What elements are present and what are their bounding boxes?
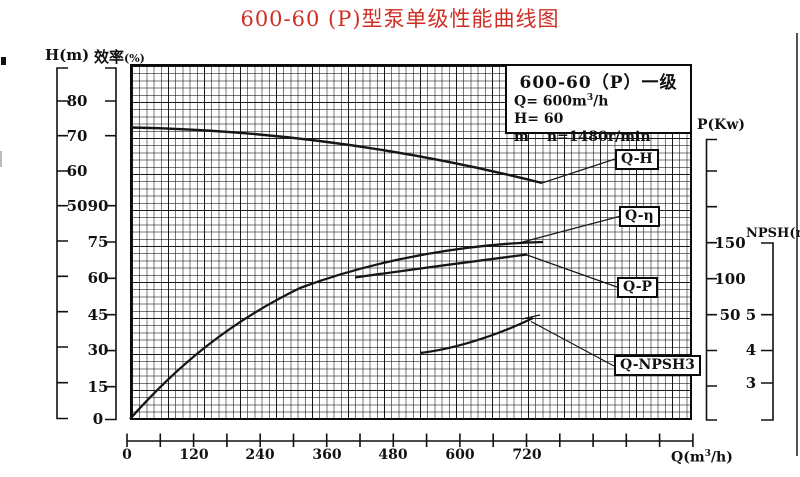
scan-speck	[1, 57, 6, 65]
h-axis-tick-label: 70	[66, 127, 88, 145]
npsh-axis-tick-label: 3	[745, 374, 757, 392]
curve-label-q-eta: Q-η	[619, 206, 660, 227]
scan-streak	[0, 151, 2, 167]
efficiency-axis-tick-label: 60	[87, 269, 109, 287]
npsh-axis-caption: NPSH(m)	[746, 226, 800, 241]
efficiency-axis-caption: 效率(%)	[94, 48, 145, 66]
npsh-axis-tick-label: 5	[745, 306, 757, 324]
efficiency-axis-tick-label: 45	[87, 306, 109, 324]
power-axis-tick-label: 150	[714, 234, 746, 252]
legend-title: 600-60（P）一级	[519, 73, 678, 93]
h-axis-tick-label: 60	[66, 162, 88, 180]
power-axis-tick-label: 100	[714, 270, 746, 288]
legend-flow-line: Q= 600m3/h	[514, 93, 609, 110]
h-axis-bracket	[56, 67, 68, 420]
h-axis-tick-label: 80	[66, 92, 88, 110]
efficiency-axis-tick-label: 0	[92, 410, 104, 428]
curve-label-qnpsh3: Q-NPSH3	[614, 355, 701, 376]
power-axis-tick-label: 50	[719, 306, 741, 324]
flow-axis-tick-label: 120	[179, 447, 209, 463]
page-title: 600-60 (P)型泵单级性能曲线图	[240, 7, 560, 31]
legend-speed: n=1480r/min	[546, 128, 651, 145]
legend-head-speed-line: H= 60 m n=1480r/min	[507, 111, 690, 146]
npsh-axis-tick-label: 4	[745, 341, 757, 359]
efficiency-axis-tick-label: 90	[87, 197, 109, 215]
legend-box: 600-60（P）一级 Q= 600m3/h H= 60 m n=1480r/mi…	[505, 64, 692, 145]
curve-label-qp: Q-P	[617, 277, 659, 298]
power-axis-caption: P(Kw)	[697, 117, 745, 133]
efficiency-axis-tick-label: 15	[87, 378, 109, 396]
flow-axis-caption: Q(m3/h)	[671, 449, 733, 466]
efficiency-axis-unit: (%)	[124, 52, 145, 65]
flow-axis-tick-label: 600	[445, 447, 475, 463]
curve-label-qh: Q-H	[615, 149, 659, 170]
npsh-axis-bracket	[761, 242, 774, 421]
flow-axis-tick-label: 360	[312, 447, 342, 463]
efficiency-axis-tick-label: 30	[87, 341, 109, 359]
flow-axis-tick-label: 0	[122, 447, 132, 463]
flow-axis-tick-label: 480	[378, 447, 408, 463]
flow-axis-ruler	[126, 433, 694, 447]
h-axis-tick-label: 50	[66, 197, 88, 215]
efficiency-axis-tick-label: 75	[87, 233, 109, 251]
flow-axis-tick-label: 240	[245, 447, 275, 463]
h-axis-caption: H(m)	[45, 46, 90, 64]
flow-axis-tick-label: 720	[512, 447, 542, 463]
